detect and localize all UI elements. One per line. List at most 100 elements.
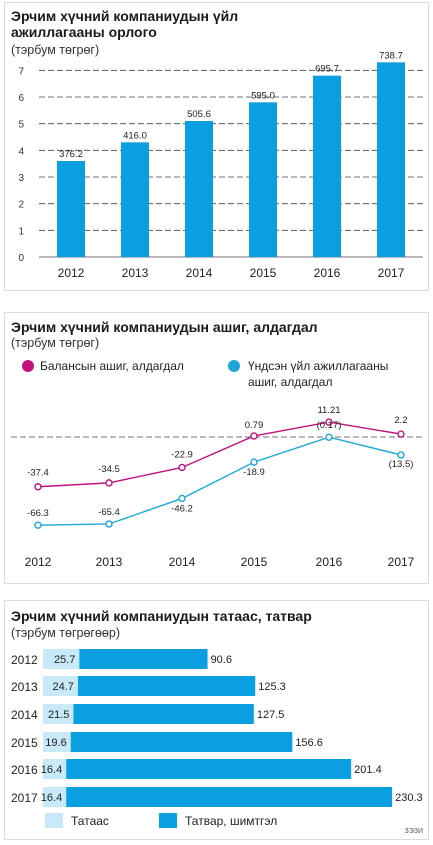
category-label: 2017 [11, 791, 38, 805]
subsidy-bar [43, 676, 78, 696]
series-point [34, 483, 42, 491]
bar-value-label: 738.7 [379, 50, 403, 61]
series-point [325, 418, 333, 426]
category-label: 2014 [11, 708, 38, 722]
x-tick-label: 2016 [316, 555, 343, 569]
series-point [178, 463, 186, 472]
series-point [105, 479, 113, 487]
bar-value-label: 595.0 [251, 90, 275, 101]
legend-label-operating: Үндсэн үйл ажиллагааны [248, 359, 388, 373]
profit-chart-title: Эрчим хүчний компаниудын ашиг, алдагдал [11, 319, 318, 335]
subsidy-bar [43, 759, 67, 779]
tax-bar [66, 787, 393, 807]
subsidy-bar [43, 649, 80, 669]
x-tick-label: 2015 [241, 555, 268, 569]
series-point [250, 432, 258, 440]
data-label: 0.79 [245, 420, 264, 431]
category-label: 2016 [11, 763, 38, 777]
subsidy-chart-title: Эрчим хүчний компаниудын татаас, татвар [11, 608, 312, 624]
revenue-chart-subtitle: (тэрбум төгрөг) [11, 43, 100, 57]
y-tick-label: 7 [18, 66, 24, 77]
subsidy-bar [43, 787, 67, 807]
revenue-bar-chart: 0 1 2 3 4 5 6 7 376.2 2012 416.0 2013 505.6 2014 595.0… [18, 50, 423, 280]
tax-value-label: 201.4 [354, 764, 382, 776]
tax-bar [79, 649, 208, 669]
tax-bar [70, 732, 293, 752]
tax-value-label: 156.6 [295, 737, 323, 749]
bar [121, 142, 149, 257]
data-label: -66.3 [27, 508, 49, 519]
x-tick-label: 2014 [186, 266, 213, 280]
x-tick-label: 2013 [122, 266, 149, 280]
bar [377, 62, 405, 258]
legend-label-balance: Балансын ашиг, алдагдал [40, 359, 184, 373]
series-line [37, 421, 402, 488]
data-label: -65.4 [98, 507, 120, 518]
source-label: ЗЭЗИ [405, 828, 423, 835]
subsidy-value-label: 19.6 [45, 737, 66, 749]
subsidy-value-label: 16.4 [41, 792, 62, 804]
series-line [37, 436, 402, 526]
x-tick-label: 2015 [250, 266, 277, 280]
series-point [250, 458, 258, 466]
tax-bar [73, 704, 254, 724]
data-label: (0.17) [317, 420, 342, 431]
profit-chart-subtitle: (тэрбум төгрөг) [11, 336, 100, 350]
tax-value-label: 127.5 [257, 709, 285, 721]
profit-line-chart: -37.4 -34.5 -22.9 0.79 11.21 2.2 -66.3 -65.4 -46… [11, 359, 422, 569]
y-tick-label: 1 [18, 226, 24, 237]
legend-label-operating-2: ашиг, алдагдал [248, 375, 332, 389]
tax-value-label: 125.3 [258, 681, 286, 693]
bar-value-label: 505.6 [187, 109, 211, 120]
data-label: 2.2 [394, 415, 407, 426]
x-tick-label: 2016 [314, 266, 341, 280]
legend-swatch-tax [159, 813, 177, 828]
revenue-chart-panel: Эрчим хүчний компаниудын үйл ажиллагааны… [4, 2, 429, 291]
y-tick-label: 0 [18, 253, 24, 264]
y-tick-label: 6 [18, 93, 24, 104]
y-tick-label: 5 [18, 120, 24, 131]
subsidy-tax-chart-panel: Эрчим хүчний компаниудын татаас, татвар … [4, 600, 429, 840]
subsidy-value-label: 21.5 [48, 709, 69, 721]
bar-value-label: 695.7 [315, 64, 339, 75]
x-tick-label: 2017 [378, 266, 405, 280]
x-tick-label: 2012 [58, 266, 85, 280]
profit-chart-panel: Эрчим хүчний компаниудын ашиг, алдагдал … [4, 312, 429, 584]
series-point [397, 451, 405, 459]
y-tick-label: 4 [18, 146, 24, 157]
legend-swatch-subsidy [45, 813, 63, 828]
category-label: 2015 [11, 736, 38, 750]
data-label: (13.5) [389, 459, 414, 470]
subsidy-value-label: 25.7 [54, 654, 75, 666]
subsidy-bar [43, 704, 74, 724]
subsidy-chart-subtitle: (тэрбум төгрөгөөр) [11, 626, 120, 640]
data-label: -22.9 [171, 449, 193, 460]
category-label: 2013 [11, 680, 38, 694]
series-point [397, 430, 405, 438]
series-point [178, 494, 186, 503]
subsidy-value-label: 16.4 [41, 764, 62, 776]
legend-label-subsidy: Татаас [71, 814, 109, 828]
bar [313, 75, 341, 258]
bar-value-label: 416.0 [123, 130, 147, 141]
subsidy-value-label: 24.7 [53, 681, 74, 693]
bar [57, 161, 85, 257]
series-point [325, 433, 333, 441]
data-label: 11.21 [317, 405, 340, 416]
x-tick-label: 2017 [388, 555, 415, 569]
data-label: -46.2 [171, 503, 193, 514]
category-label: 2012 [11, 653, 38, 667]
tax-bar [77, 676, 256, 696]
subsidy-bar [43, 732, 71, 752]
legend-swatch-balance [22, 360, 34, 372]
revenue-chart-title: Эрчим хүчний компаниудын үйл ажиллагааны… [11, 8, 239, 40]
data-label: -37.4 [27, 468, 49, 479]
legend-label-tax: Татвар, шимтгэл [185, 814, 277, 828]
y-tick-label: 2 [18, 200, 24, 211]
tax-bar [66, 759, 352, 779]
data-label: -34.5 [98, 464, 120, 475]
tax-value-label: 230.3 [395, 792, 423, 804]
bar [185, 121, 213, 257]
bar-value-label: 376.2 [59, 149, 83, 160]
data-label: -18.9 [243, 467, 265, 478]
